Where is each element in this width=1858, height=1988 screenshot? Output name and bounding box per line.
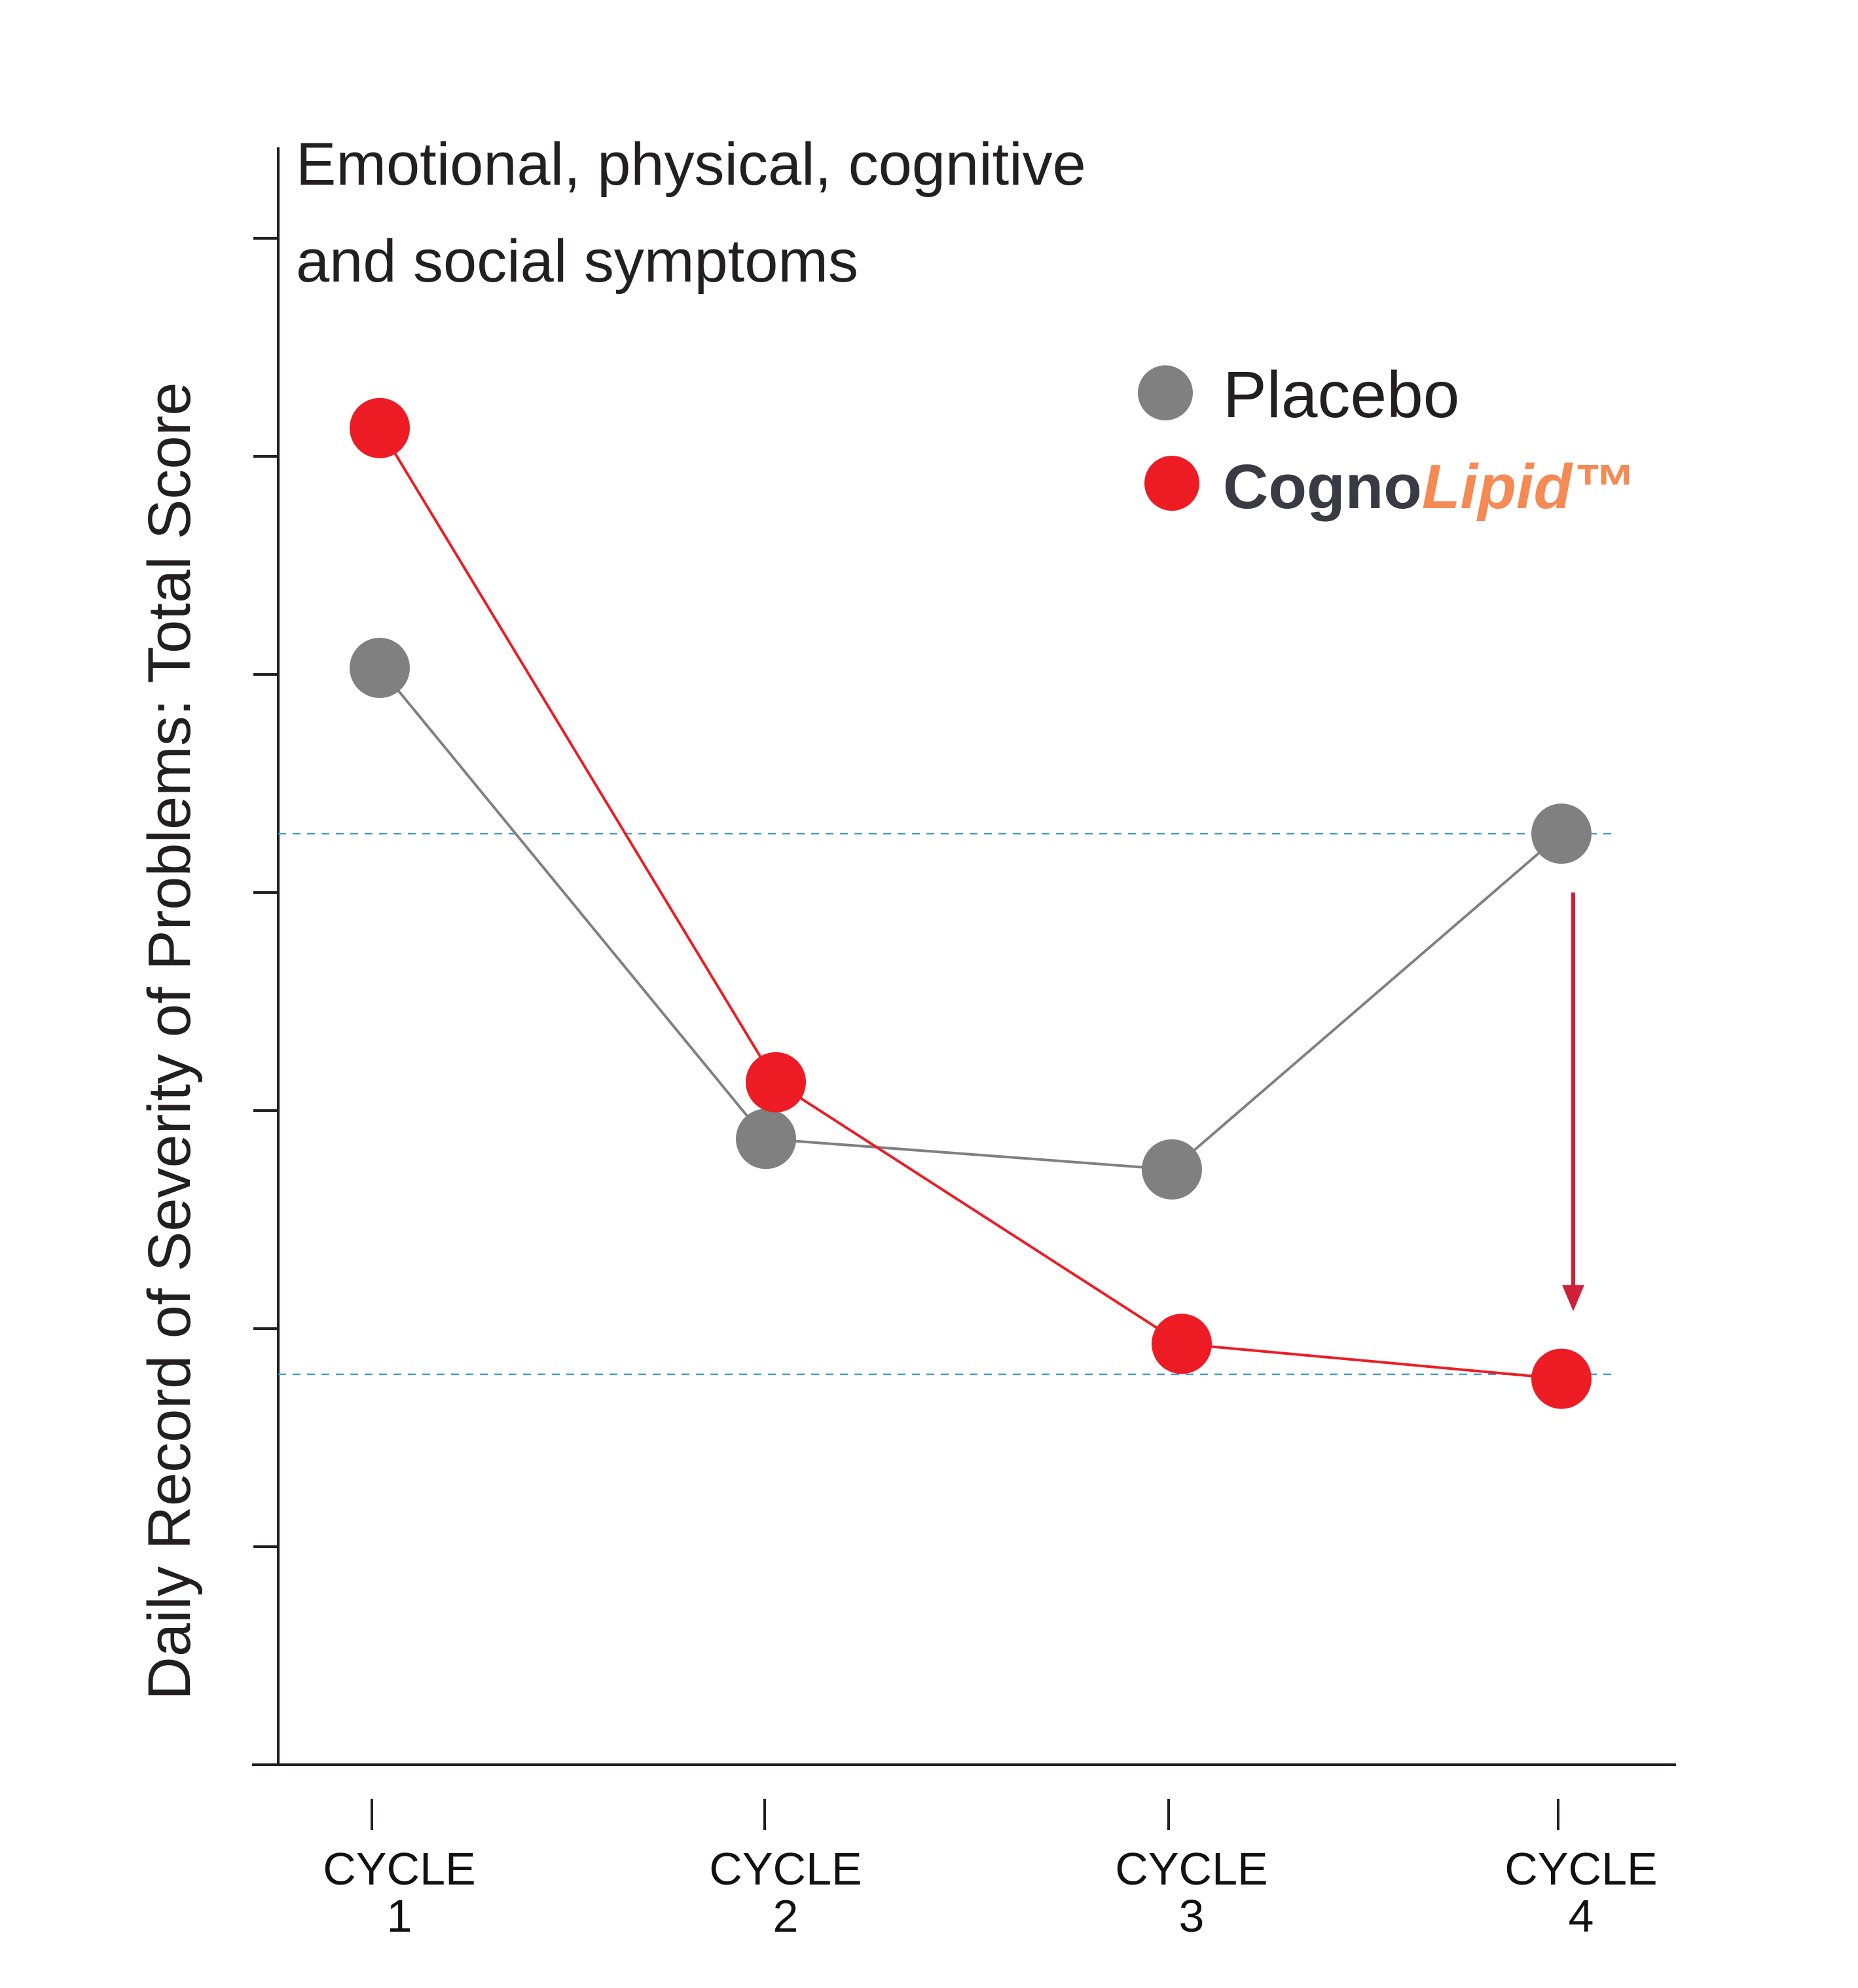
- data-point-placebo: [1142, 1139, 1202, 1200]
- data-point-cognolipid: [1531, 1348, 1592, 1409]
- data-point-cognolipid: [1152, 1314, 1212, 1374]
- x-tick-label-line-1: CYCLE: [709, 1843, 862, 1894]
- data-point-placebo: [736, 1109, 796, 1169]
- data-point-placebo: [1531, 803, 1592, 864]
- x-tick-label-line-1: CYCLE: [323, 1843, 475, 1894]
- x-tick-label-line-2: 2: [773, 1890, 799, 1942]
- chart-title-line-1: Emotional, physical, cognitive: [296, 131, 1086, 198]
- x-tick-label-line-1: CYCLE: [1115, 1843, 1267, 1894]
- x-tick-label-line-1: CYCLE: [1504, 1843, 1657, 1894]
- data-point-placebo: [350, 638, 410, 699]
- y-axis-label: Daily Record of Severity of Problems: To…: [136, 382, 203, 1701]
- series-line-cognolipid: [378, 427, 1562, 1380]
- legend-label-cognolipid: CognoLipid™: [1223, 452, 1635, 522]
- annotation-layer: [1562, 893, 1584, 1312]
- series-layer: [350, 397, 1592, 1409]
- legend-marker-cognolipid: [1144, 456, 1199, 511]
- legend-label-placebo: Placebo: [1223, 358, 1459, 432]
- reference-lines: [278, 832, 1617, 1376]
- x-tick-label-line-2: 4: [1569, 1890, 1594, 1942]
- brand-name-part-2: Lipid™: [1422, 452, 1635, 522]
- arrow-head: [1562, 1285, 1584, 1312]
- x-tick-label-line-2: 3: [1179, 1890, 1205, 1942]
- series-line-placebo: [378, 667, 1563, 1171]
- data-point-cognolipid: [350, 397, 410, 458]
- data-point-cognolipid: [746, 1052, 806, 1113]
- x-tick-label-line-2: 1: [387, 1890, 412, 1942]
- legend-marker-placebo: [1138, 365, 1193, 420]
- chart-title-line-2: and social symptoms: [296, 228, 858, 295]
- legend: Placebo CognoLipid™: [1138, 358, 1635, 522]
- brand-name-part-1: Cogno: [1223, 452, 1422, 522]
